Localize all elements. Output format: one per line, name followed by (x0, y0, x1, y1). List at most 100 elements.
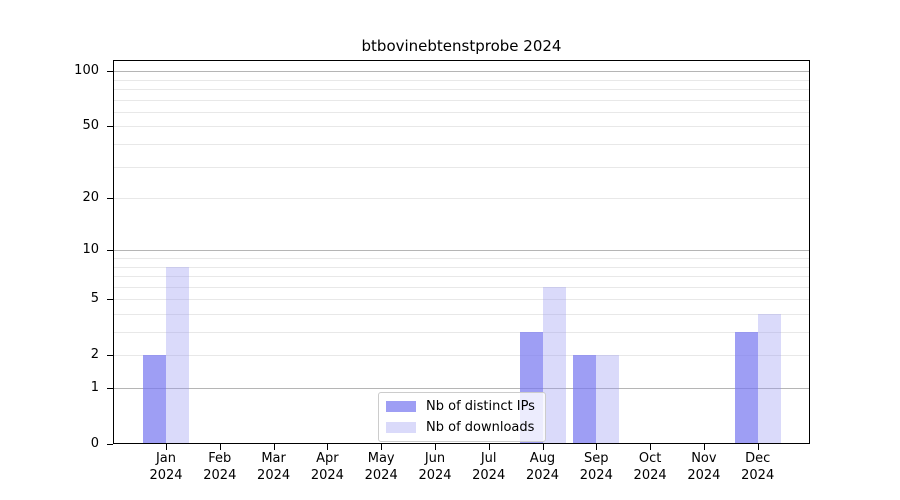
bar-downloads-jan (166, 266, 189, 444)
x-axis-tick-label-apr: Apr 2024 (295, 450, 359, 484)
x-axis-tick-mark (166, 444, 167, 450)
chart-title: btbovinebtenstprobe 2024 (361, 37, 562, 55)
x-tick-month: Dec (745, 451, 771, 466)
gridline-minor (113, 332, 810, 333)
x-axis-tick-label-mar: Mar 2024 (242, 450, 306, 484)
bar-distinct-ips-jan (143, 355, 166, 444)
y-axis-tick-mark (107, 388, 113, 389)
gridline-minor (113, 286, 810, 288)
y-axis-tick-mark (107, 355, 113, 357)
x-axis-tick-label-oct: Oct 2024 (618, 450, 682, 484)
x-axis-tick-label-jul: Jul 2024 (457, 450, 521, 484)
x-tick-year: 2024 (149, 468, 183, 483)
x-tick-month: Apr (316, 451, 339, 466)
gridline-minor (113, 79, 810, 81)
x-axis-tick-mark (327, 444, 329, 450)
y-axis-tick-mark (107, 71, 113, 73)
x-tick-year: 2024 (579, 468, 613, 483)
bar-downloads-aug (542, 286, 566, 444)
legend-item-distinct-ips: Nb of distinct IPs (386, 399, 535, 414)
y-axis-tick-label: 5 (90, 291, 99, 307)
x-axis-tick-mark (381, 444, 383, 450)
x-axis-tick-label-nov: Nov 2024 (672, 450, 736, 484)
y-axis-tick-mark (107, 126, 113, 128)
gridline-minor (113, 299, 810, 301)
x-axis-tick-mark (488, 444, 490, 450)
x-tick-year: 2024 (633, 468, 667, 483)
x-tick-month: Aug (529, 451, 556, 466)
gridline-minor (113, 266, 810, 268)
gridline-minor (113, 99, 810, 101)
gridline-minor (113, 355, 810, 357)
y-axis-tick-label: 100 (74, 63, 99, 79)
legend-label-downloads: Nb of downloads (426, 420, 535, 435)
bar-distinct-ips-sep (573, 355, 597, 444)
gridline-major (113, 250, 810, 252)
gridline-minor (113, 314, 810, 315)
y-axis-tick-mark (107, 198, 113, 200)
x-tick-year: 2024 (364, 468, 398, 483)
gridline-minor (113, 166, 810, 168)
bar-downloads-dec (757, 314, 781, 444)
legend-item-downloads: Nb of downloads (386, 420, 535, 435)
x-axis-tick-label-dec: Dec 2024 (726, 450, 790, 484)
x-axis-tick-label-jun: Jun 2024 (403, 450, 467, 484)
gridline-minor (113, 111, 810, 113)
x-axis-tick-label-jan: Jan 2024 (134, 450, 198, 484)
y-axis-tick-mark (107, 250, 113, 252)
bar-downloads-sep (596, 355, 620, 444)
gridline-minor (113, 144, 810, 145)
x-tick-year: 2024 (257, 468, 291, 483)
gridline-minor (113, 258, 810, 259)
x-tick-month: Jun (424, 451, 446, 466)
gridline-minor (113, 198, 810, 200)
bar-distinct-ips-dec (734, 332, 758, 444)
x-axis-tick-mark (542, 444, 544, 450)
x-axis-tick-mark (650, 444, 652, 450)
gridline-minor (113, 89, 810, 90)
x-tick-month: Jul (480, 451, 497, 466)
x-tick-month: Nov (691, 451, 717, 466)
x-tick-year: 2024 (418, 468, 452, 483)
y-axis-tick-mark (107, 444, 113, 445)
x-axis-tick-label-aug: Aug 2024 (511, 450, 575, 484)
x-tick-month: Sep (584, 451, 609, 466)
x-axis-tick-mark (596, 444, 598, 450)
legend-label-distinct-ips: Nb of distinct IPs (426, 399, 535, 414)
x-axis-tick-mark (219, 444, 221, 450)
y-axis-tick-label: 20 (82, 190, 99, 206)
x-tick-year: 2024 (310, 468, 344, 483)
legend-swatch-downloads (386, 422, 416, 433)
gridline-minor (113, 126, 810, 128)
legend-swatch-distinct-ips (386, 401, 416, 412)
x-tick-month: Oct (638, 451, 662, 466)
x-tick-year: 2024 (687, 468, 721, 483)
x-tick-month: Mar (261, 451, 286, 466)
y-axis-tick-label: 2 (90, 347, 99, 363)
plot-area (113, 60, 810, 444)
y-axis-tick-label: 1 (90, 380, 99, 395)
x-axis-tick-mark (435, 444, 436, 450)
x-axis-tick-mark (757, 444, 759, 450)
x-tick-year: 2024 (525, 468, 560, 483)
y-axis-tick-label: 0 (90, 436, 99, 451)
y-axis-tick-label: 10 (82, 242, 99, 258)
x-tick-month: May (367, 451, 395, 466)
x-tick-year: 2024 (203, 468, 237, 483)
legend: Nb of distinct IPs Nb of downloads (378, 392, 546, 442)
gridline-major (113, 388, 810, 389)
x-axis-tick-label-may: May 2024 (349, 450, 413, 484)
x-axis-tick-mark (703, 444, 705, 450)
y-axis-tick-label: 50 (82, 118, 99, 134)
x-tick-month: Feb (208, 451, 232, 466)
gridline-minor (113, 276, 810, 277)
x-axis-tick-label-sep: Sep 2024 (564, 450, 628, 484)
x-axis-tick-label-feb: Feb 2024 (188, 450, 252, 484)
x-tick-year: 2024 (741, 468, 775, 483)
x-axis-tick-mark (273, 444, 275, 450)
x-tick-year: 2024 (472, 468, 506, 483)
x-tick-month: Jan (155, 451, 177, 466)
y-axis-tick-mark (107, 299, 113, 301)
gridline-major (113, 71, 810, 73)
